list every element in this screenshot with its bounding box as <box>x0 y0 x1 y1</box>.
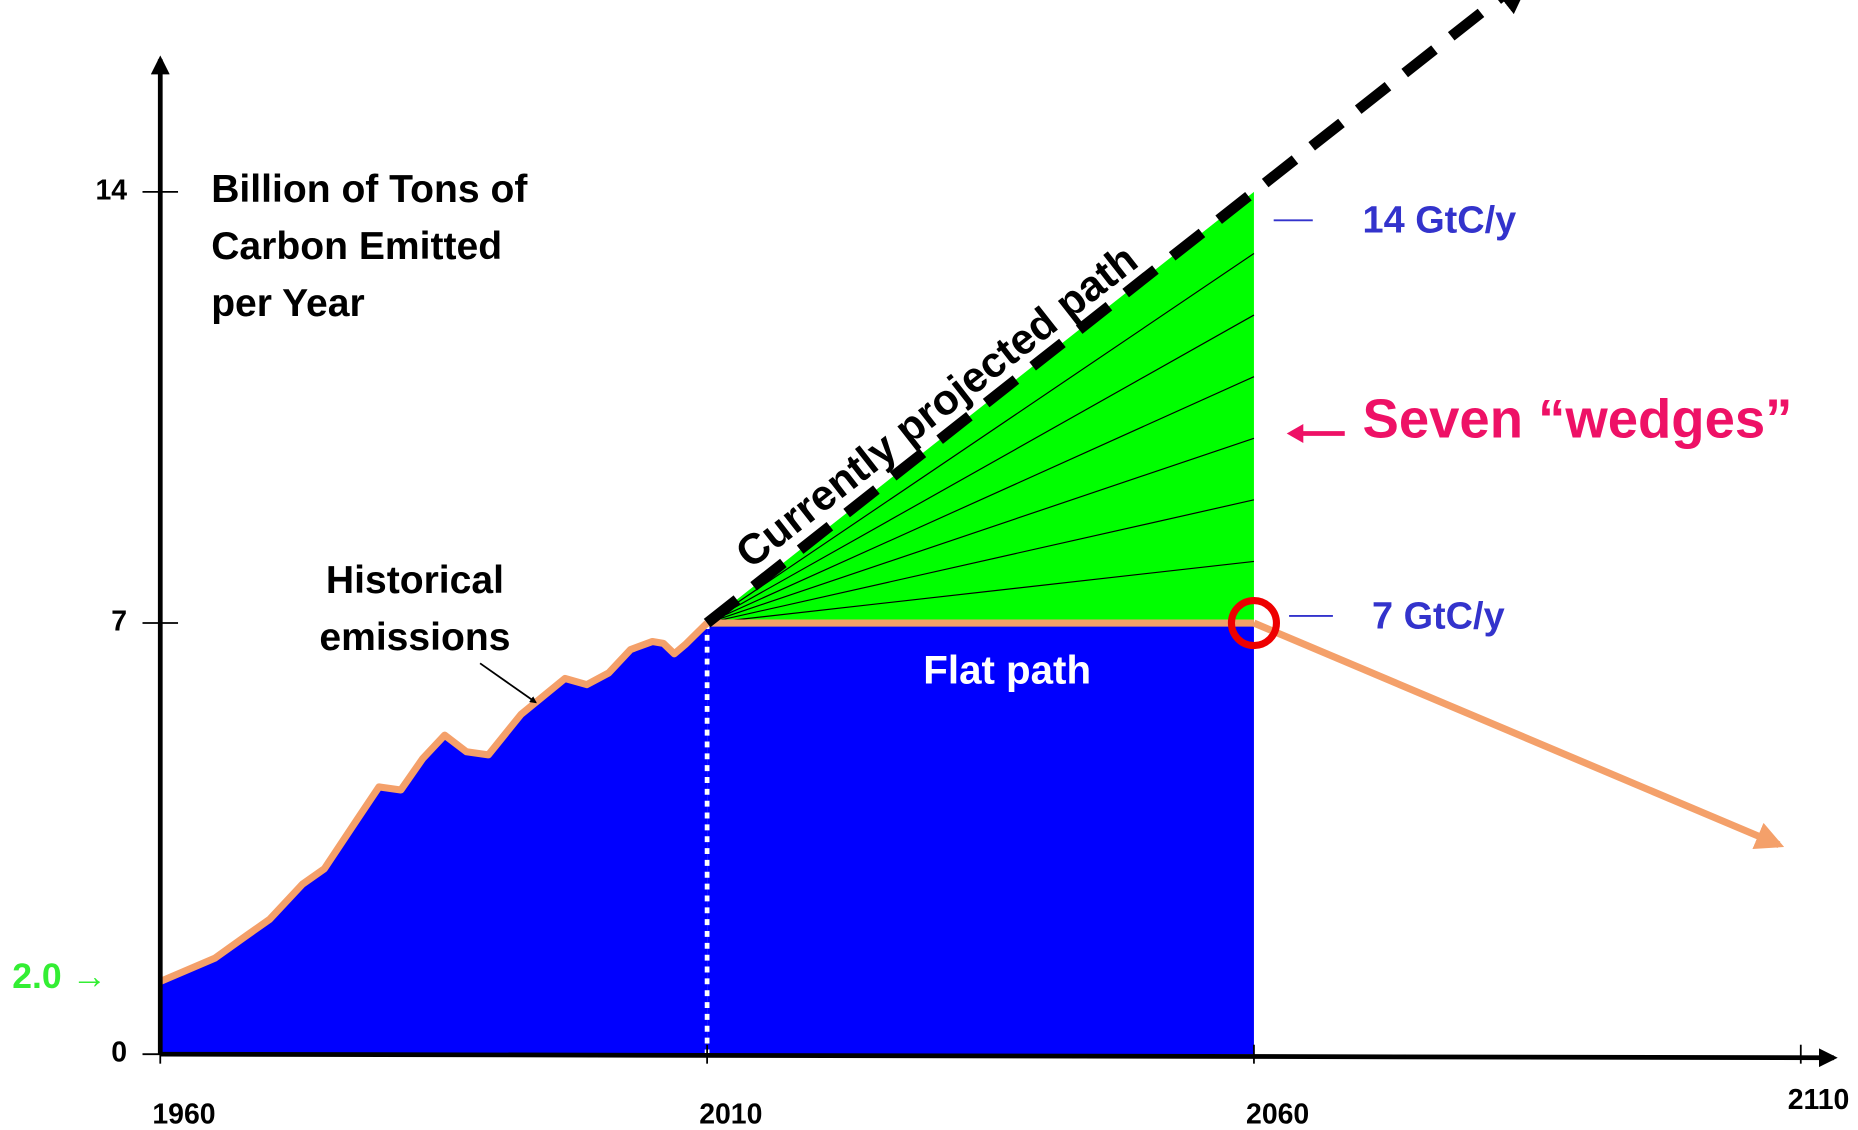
historical-area <box>160 623 708 1055</box>
flat-label: Flat path <box>923 647 1091 692</box>
wedge-label: Seven “wedges” <box>1363 388 1793 449</box>
decline-line <box>1252 619 1785 850</box>
y-tick-label: 7 <box>111 606 127 638</box>
x-tick-label: 2110 <box>1788 1084 1850 1116</box>
axis-title: Billion of Tons of <box>211 168 528 211</box>
wedge-line <box>706 499 1255 624</box>
top-label: 14 GtC/y <box>1363 200 1517 242</box>
wedge-line <box>706 252 1255 624</box>
axis-title: Carbon Emitted <box>211 225 502 268</box>
wedge-line <box>707 560 1255 624</box>
y-tick-label: 14 <box>95 174 127 206</box>
wedge-line <box>706 437 1255 624</box>
wedge-arrow-head <box>1286 424 1304 443</box>
flat-value-label: 7 GtC/y <box>1372 595 1505 637</box>
start-label: 2.0 → <box>12 956 107 996</box>
x-tick-label: 2010 <box>699 1098 762 1130</box>
y-tick-label: 0 <box>111 1037 127 1069</box>
historical-label: Historical <box>326 559 504 602</box>
x-tick-label: 2060 <box>1246 1098 1309 1130</box>
wedge-area <box>707 191 1254 624</box>
axis-title: per Year <box>211 282 365 325</box>
pointer <box>479 662 537 704</box>
flat-area <box>707 623 1254 1055</box>
highlight-circle <box>1227 596 1281 650</box>
wedge-line <box>706 314 1255 624</box>
wedge-line <box>706 376 1255 624</box>
historical-line <box>158 620 710 985</box>
x-tick-label: 1960 <box>152 1098 215 1130</box>
historical-label: emissions <box>319 616 510 659</box>
x-axis <box>160 1048 1838 1068</box>
